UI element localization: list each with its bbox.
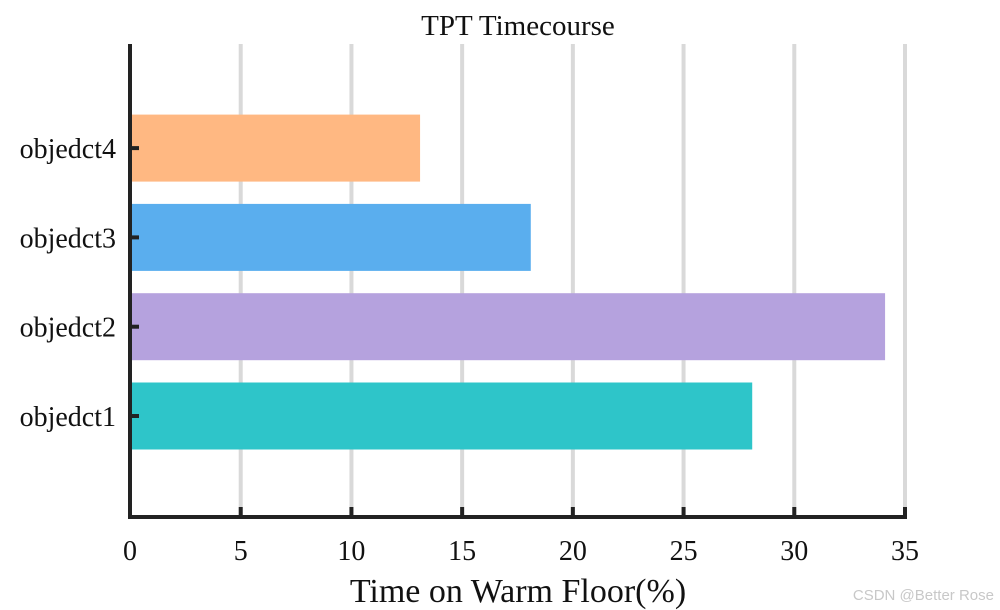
x-tick-label-0: 0 bbox=[123, 536, 137, 567]
axes bbox=[128, 44, 907, 519]
x-tick-label-30: 30 bbox=[780, 536, 808, 567]
y-tick-label-objedct3: objedct3 bbox=[20, 223, 116, 254]
y-tick-label-objedct1: objedct1 bbox=[20, 402, 116, 433]
y-tick-label-objedct2: objedct2 bbox=[20, 313, 116, 344]
x-tick-label-5: 5 bbox=[234, 536, 248, 567]
x-tick-label-20: 20 bbox=[559, 536, 587, 567]
bar-objedct4 bbox=[130, 114, 421, 182]
x-tick-label-25: 25 bbox=[670, 536, 698, 567]
bars bbox=[130, 114, 886, 450]
y-tick-labels: objedct1 objedct2 objedct3 objedct4 bbox=[20, 134, 116, 433]
x-tick-label-10: 10 bbox=[337, 536, 365, 567]
chart-title: TPT Timecourse bbox=[421, 10, 615, 42]
watermark: CSDN @Better Rose bbox=[852, 587, 994, 604]
x-tick-labels: 0 5 10 15 20 25 30 35 bbox=[123, 536, 919, 567]
x-axis-label: Time on Warm Floor(%) bbox=[350, 573, 686, 610]
x-tick-label-15: 15 bbox=[448, 536, 476, 567]
bar-objedct3 bbox=[130, 203, 531, 271]
bar-objedct1 bbox=[130, 382, 753, 450]
x-tick-label-35: 35 bbox=[891, 536, 919, 567]
y-tick-label-objedct4: objedct4 bbox=[20, 134, 116, 165]
bar-objedct2 bbox=[130, 293, 886, 361]
